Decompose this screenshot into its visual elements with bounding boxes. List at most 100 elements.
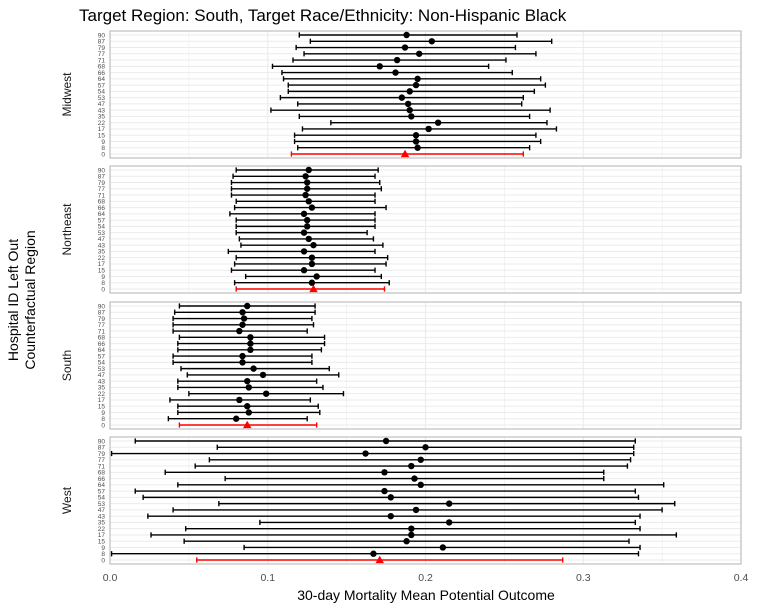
point-estimate bbox=[300, 210, 308, 218]
point-estimate bbox=[370, 550, 377, 557]
point-estimate bbox=[303, 216, 311, 224]
y-tick-label: 77 bbox=[98, 186, 106, 193]
y-tick-label: 71 bbox=[98, 57, 106, 64]
point-estimate bbox=[303, 223, 311, 230]
y-tick-label: 9 bbox=[101, 274, 105, 281]
y-tick-label: 68 bbox=[98, 335, 106, 342]
point-estimate bbox=[245, 384, 253, 391]
y-tick-label: 64 bbox=[98, 211, 106, 218]
y-tick-label: 9 bbox=[101, 139, 105, 146]
x-tick-label: 0.0 bbox=[103, 572, 118, 584]
y-tick-label: 22 bbox=[98, 120, 106, 127]
point-estimate bbox=[417, 481, 424, 489]
y-tick-label: 0 bbox=[101, 422, 105, 429]
y-tick-label: 54 bbox=[98, 224, 106, 231]
y-tick-label: 68 bbox=[98, 199, 106, 206]
y-tick-label: 9 bbox=[101, 410, 105, 417]
y-tick-label: 9 bbox=[101, 545, 105, 552]
point-estimate bbox=[303, 179, 311, 186]
point-estimate bbox=[414, 75, 421, 83]
y-tick-label: 0 bbox=[101, 557, 105, 564]
panel-border-south bbox=[109, 301, 742, 430]
point-estimate bbox=[422, 444, 429, 451]
y-tick-label: 66 bbox=[98, 476, 106, 483]
y-tick-label: 35 bbox=[98, 520, 106, 527]
y-tick-label: 54 bbox=[98, 360, 106, 367]
y-tick-label: 22 bbox=[98, 391, 106, 398]
plot-layer: Midwest089151722354347535457646668717779… bbox=[60, 30, 748, 584]
point-estimate bbox=[240, 315, 248, 322]
point-estimate bbox=[412, 81, 420, 89]
point-estimate bbox=[305, 166, 312, 174]
y-tick-label: 15 bbox=[98, 404, 106, 411]
point-estimate bbox=[362, 450, 369, 457]
point-estimate bbox=[408, 531, 415, 539]
point-estimate bbox=[239, 352, 246, 360]
point-estimate bbox=[308, 254, 316, 261]
point-estimate bbox=[439, 544, 447, 551]
y-tick-label: 77 bbox=[98, 51, 106, 58]
point-estimate bbox=[308, 279, 316, 286]
y-tick-label: 54 bbox=[98, 89, 106, 96]
point-estimate bbox=[417, 456, 424, 463]
y-tick-label: 47 bbox=[98, 101, 106, 108]
point-estimate bbox=[408, 113, 415, 120]
point-estimate bbox=[300, 248, 308, 255]
y-tick-label: 87 bbox=[98, 445, 106, 452]
y-tick-label: 90 bbox=[98, 32, 106, 39]
y-tick-label: 87 bbox=[98, 174, 106, 181]
point-estimate bbox=[262, 390, 270, 397]
y-tick-label: 35 bbox=[98, 385, 106, 392]
panel-border-midwest bbox=[109, 30, 742, 159]
point-baseline-triangle bbox=[309, 284, 318, 293]
y-tick-label: 0 bbox=[101, 286, 105, 293]
x-tick-label: 0.3 bbox=[576, 572, 591, 584]
y-tick-label: 15 bbox=[98, 539, 106, 546]
point-estimate bbox=[250, 365, 257, 372]
point-estimate bbox=[387, 494, 394, 501]
point-estimate bbox=[408, 462, 415, 470]
y-tick-label: 0 bbox=[101, 151, 105, 158]
y-tick-label: 66 bbox=[98, 70, 106, 77]
point-estimate bbox=[428, 38, 436, 45]
y-tick-label: 22 bbox=[98, 526, 106, 533]
y-axis-label-line-1: Hospital ID Left Out bbox=[5, 239, 21, 361]
y-tick-label: 77 bbox=[98, 457, 106, 464]
y-tick-label: 53 bbox=[98, 95, 106, 102]
y-tick-label: 43 bbox=[98, 378, 106, 385]
y-tick-label: 66 bbox=[98, 341, 106, 348]
y-tick-label: 53 bbox=[98, 230, 106, 237]
point-estimate bbox=[382, 437, 390, 445]
point-estimate bbox=[303, 185, 311, 192]
point-estimate bbox=[408, 525, 415, 532]
y-tick-label: 54 bbox=[98, 495, 106, 502]
y-tick-label: 43 bbox=[98, 107, 106, 114]
point-estimate bbox=[244, 302, 251, 310]
point-baseline-triangle bbox=[375, 555, 384, 564]
point-estimate bbox=[434, 119, 442, 126]
point-estimate bbox=[308, 260, 316, 268]
y-tick-label: 43 bbox=[98, 242, 106, 249]
y-tick-label: 87 bbox=[98, 39, 106, 46]
point-estimate bbox=[239, 309, 246, 316]
y-tick-label: 64 bbox=[98, 482, 106, 489]
y-tick-label: 68 bbox=[98, 470, 106, 477]
y-tick-label: 17 bbox=[98, 261, 106, 268]
point-estimate bbox=[445, 500, 453, 507]
y-tick-label: 8 bbox=[101, 280, 105, 287]
point-estimate bbox=[404, 100, 412, 108]
chart-title: Target Region: South, Target Race/Ethnic… bbox=[79, 6, 567, 25]
y-tick-label: 66 bbox=[98, 205, 106, 212]
point-estimate bbox=[302, 173, 309, 180]
x-tick-label: 0.1 bbox=[260, 572, 275, 584]
y-tick-label: 17 bbox=[98, 126, 106, 133]
point-estimate bbox=[305, 198, 312, 205]
point-estimate bbox=[381, 487, 388, 495]
point-estimate bbox=[300, 267, 308, 274]
y-tick-label: 47 bbox=[98, 372, 106, 379]
facet-label-south: South bbox=[60, 350, 74, 381]
y-axis-label-line-2: Counterfactual Region bbox=[22, 230, 38, 369]
point-estimate bbox=[236, 327, 243, 335]
point-estimate bbox=[313, 273, 320, 280]
point-estimate bbox=[247, 334, 254, 341]
